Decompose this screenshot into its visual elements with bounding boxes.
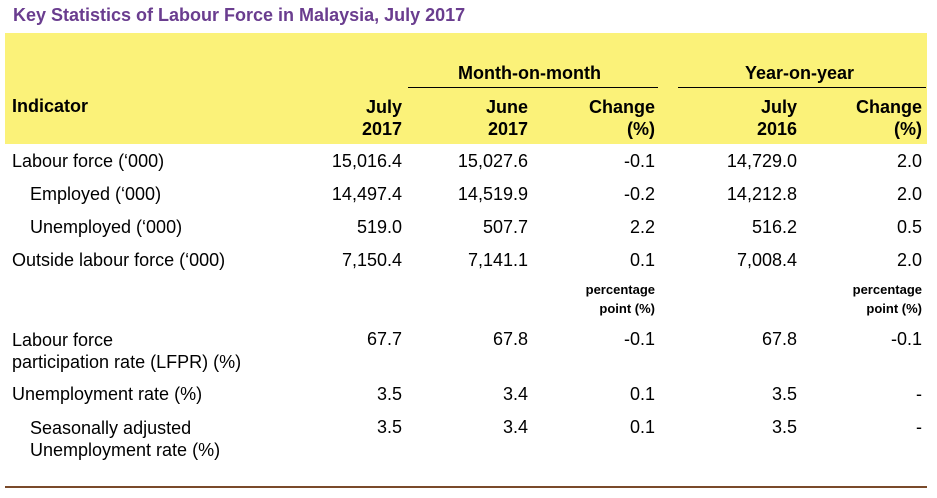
row-label: Outside labour force (‘000) [12,250,226,270]
cell-value: 516.2 [751,217,797,237]
group-underline-yoy [678,87,926,88]
page-title: Key Statistics of Labour Force in Malays… [13,5,466,25]
group-underline-mom [408,87,658,88]
group-year-on-year: Year-on-year [745,63,855,83]
cell-value: -0.1 [890,329,922,349]
row-label: Seasonally adjusted Unemployment rate (%) [30,418,221,460]
cell-value: 67.8 [492,329,528,349]
cell-value: -0.1 [623,329,655,349]
cell-value: 2.0 [896,184,922,204]
cell-value: 14,729.0 [726,151,797,171]
cell-value: 14,497.4 [331,184,402,204]
cell-value: 0.1 [629,250,655,270]
cell-value: 3.5 [376,417,402,437]
cell-value: 3.4 [502,417,528,437]
cell-value: 3.5 [376,384,402,404]
cell-value: - [916,384,922,404]
cell-value: 14,519.9 [457,184,528,204]
cell-value: 7,141.1 [467,250,528,270]
header-indicator: Indicator [12,96,89,116]
row-label: Labour force (‘000) [12,151,165,171]
cell-value: 3.5 [771,417,797,437]
note-percentage-point-yoy: percentage point (%) [852,282,922,316]
bottom-divider [5,486,927,488]
cell-value: 0.5 [896,217,922,237]
cell-value: 2.2 [629,217,655,237]
header-july-2017: July 2017 [361,97,402,139]
cell-value: 0.1 [629,417,655,437]
cell-value: -0.2 [623,184,655,204]
cell-value: 2.0 [896,250,922,270]
table-header [5,33,927,144]
header-change-mom: Change (%) [588,97,655,139]
cell-value: 14,212.8 [726,184,797,204]
group-month-on-month: Month-on-month [458,63,601,83]
cell-value: 67.7 [366,329,402,349]
cell-value: 7,150.4 [341,250,402,270]
cell-value: 3.4 [502,384,528,404]
row-label: Labour force participation rate (LFPR) (%… [12,330,242,372]
cell-value: 7,008.4 [736,250,797,270]
cell-value: 67.8 [761,329,797,349]
cell-value: 507.7 [482,217,528,237]
cell-value: 519.0 [356,217,402,237]
row-label: Employed (‘000) [30,184,162,204]
cell-value: 0.1 [629,384,655,404]
header-change-yoy: Change (%) [855,97,922,139]
header-july-2016: July 2016 [756,97,797,139]
cell-value: -0.1 [623,151,655,171]
cell-value: 2.0 [896,151,922,171]
cell-value: 3.5 [771,384,797,404]
row-label: Unemployment rate (%) [12,384,203,404]
cell-value: - [916,417,922,437]
cell-value: 15,027.6 [457,151,528,171]
cell-value: 15,016.4 [331,151,402,171]
header-june-2017: June 2017 [485,97,528,139]
note-percentage-point-mom: percentage point (%) [585,282,655,316]
row-label: Unemployed (‘000) [30,217,183,237]
